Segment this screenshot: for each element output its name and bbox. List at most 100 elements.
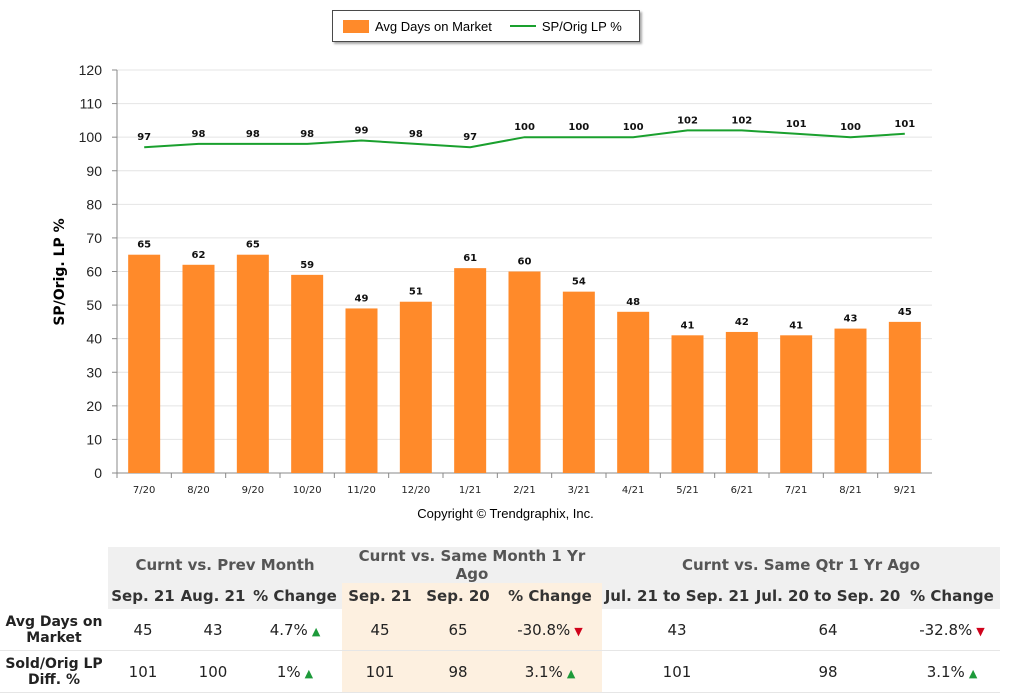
legend-bar-label: Avg Days on Market [375, 18, 492, 34]
bar [508, 271, 541, 473]
bar [671, 335, 704, 473]
copyright-text: Copyright © Trendgraphix, Inc. [417, 506, 594, 521]
legend-item-line: SP/Orig LP % [492, 19, 622, 34]
bar-data-label: 61 [463, 253, 477, 264]
x-tick-label: 8/21 [839, 485, 861, 496]
data-labels: 65 62 65 59 49 51 61 60 54 48 41 42 41 43 45 97 98 98 98 99… [137, 115, 915, 331]
line-data-label: 102 [731, 115, 752, 126]
bar-data-label: 54 [572, 277, 586, 288]
table-cell: 65 [418, 609, 498, 651]
y-tick-label: 90 [86, 163, 102, 179]
change-cell: -32.8% ▼ [904, 609, 1000, 651]
table-cell: 101 [108, 650, 178, 693]
change-value: 1% [276, 662, 301, 681]
x-tick-label: 12/20 [401, 485, 430, 496]
table-cell: 101 [342, 650, 418, 693]
group-same-qtr: Curnt vs. Same Qtr 1 Yr Ago [602, 547, 1000, 583]
bar-data-label: 45 [898, 307, 912, 318]
summary-table: Curnt vs. Prev Month Curnt vs. Same Mont… [0, 547, 1000, 693]
bar-data-label: 42 [735, 317, 749, 328]
line-data-label: 100 [623, 122, 644, 133]
line-data-label: 98 [192, 129, 206, 140]
bar [345, 308, 378, 473]
line-data-label: 100 [840, 122, 861, 133]
line-series [144, 129, 905, 149]
subheader: Aug. 21 [178, 583, 248, 609]
row-label-line: Diff. % [28, 671, 80, 688]
row-label: Avg Days on Market [0, 609, 108, 651]
change-cell: 3.1% ▲ [498, 650, 602, 693]
bar-data-label: 43 [844, 314, 858, 325]
subheader: Sep. 21 [108, 583, 178, 609]
y-axis-label: SP/Orig. LP % [52, 218, 68, 325]
y-tick-label: 10 [86, 431, 102, 447]
table-row: Avg Days on Market 45 43 4.7% ▲ 45 65 -30… [0, 609, 1000, 651]
bar-data-label: 41 [789, 320, 803, 331]
bar [236, 254, 269, 473]
x-tick-label: 1/21 [459, 485, 481, 496]
bar [888, 321, 921, 473]
bar-data-label: 51 [409, 287, 423, 298]
table-cell: 101 [602, 650, 752, 693]
subheader: % Change [904, 583, 1000, 609]
line-data-label: 98 [300, 129, 314, 140]
bar [725, 331, 758, 473]
x-tick-label: 3/21 [568, 485, 590, 496]
table-cell: 45 [342, 609, 418, 651]
subheader: Jul. 20 to Sep. 20 [752, 583, 904, 609]
bar [399, 301, 432, 473]
chart-legend: Avg Days on Market SP/Orig LP % [332, 10, 640, 42]
x-tick-label: 10/20 [293, 485, 322, 496]
y-tick-label: 120 [79, 62, 103, 78]
trend-up-icon: ▲ [968, 666, 978, 680]
group-prev-month: Curnt vs. Prev Month [108, 547, 342, 583]
bar [562, 291, 595, 473]
y-tick-label: 70 [86, 230, 102, 246]
x-tick-label: 4/21 [622, 485, 644, 496]
table-cell: 64 [752, 609, 904, 651]
group-header-row: Curnt vs. Prev Month Curnt vs. Same Mont… [0, 547, 1000, 583]
bar [182, 264, 215, 473]
corner-cell [0, 583, 108, 609]
trend-down-icon: ▼ [574, 624, 583, 638]
row-label-line: Avg Days on [5, 613, 103, 630]
row-label: Sold/Orig LP Diff. % [0, 650, 108, 693]
change-value: -30.8% [517, 620, 571, 639]
line-data-label: 101 [786, 119, 807, 130]
bar [454, 268, 487, 473]
table-cell: 98 [418, 650, 498, 693]
bar [128, 254, 161, 473]
change-value: -32.8% [919, 620, 973, 639]
y-tick-label: 0 [94, 465, 102, 481]
y-tick-label: 40 [86, 331, 102, 347]
line-data-label: 97 [463, 132, 477, 143]
sub-header-row: Sep. 21 Aug. 21 % Change Sep. 21 Sep. 20… [0, 583, 1000, 609]
change-value: 3.1% [524, 662, 563, 681]
x-tick-label: 7/20 [133, 485, 155, 496]
line-data-label: 99 [355, 126, 369, 137]
bar-data-label: 49 [355, 293, 369, 304]
x-tick-label: 6/21 [731, 485, 753, 496]
y-tick-label: 100 [79, 129, 103, 145]
subheader: Sep. 20 [418, 583, 498, 609]
table-cell: 45 [108, 609, 178, 651]
table-cell: 43 [178, 609, 248, 651]
bar-data-label: 65 [246, 240, 260, 251]
change-cell: 4.7% ▲ [248, 609, 342, 651]
combo-chart: 0 10 20 30 40 50 60 70 80 90 100 110 120 7/20 8/20 9/20… [52, 62, 932, 496]
change-value: 4.7% [269, 620, 308, 639]
table-cell: 43 [602, 609, 752, 651]
change-cell: -30.8% ▼ [498, 609, 602, 651]
bar-series [128, 254, 921, 473]
table-cell: 98 [752, 650, 904, 693]
trend-up-icon: ▲ [304, 666, 314, 680]
y-tick-label: 110 [80, 96, 103, 112]
bar [834, 328, 867, 473]
trend-down-icon: ▼ [976, 624, 985, 638]
line-data-label: 100 [568, 122, 589, 133]
legend-line-swatch [509, 25, 536, 27]
table-row: Sold/Orig LP Diff. % 101 100 1% ▲ 101 98 … [0, 650, 1000, 693]
subheader: Jul. 21 to Sep. 21 [602, 583, 752, 609]
y-tick-label: 30 [86, 364, 102, 380]
bar [291, 274, 324, 473]
